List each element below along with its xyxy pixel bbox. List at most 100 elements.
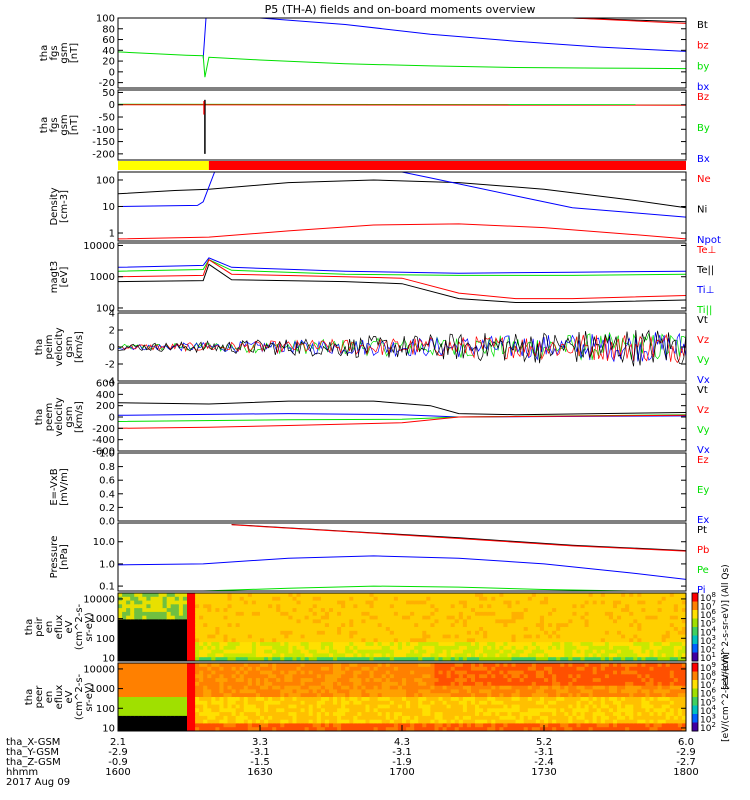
heatmap-cell: [426, 715, 431, 721]
legend-Vt: Vt: [697, 315, 708, 326]
heatmap-cell: [178, 678, 184, 683]
heatmap-cell: [503, 704, 509, 709]
heatmap-cell: [174, 704, 180, 709]
heatmap-cell: [134, 712, 139, 717]
heatmap-cell: [515, 604, 521, 609]
heatmap-cell: [223, 627, 229, 632]
heatmap-cell: [365, 674, 371, 679]
heatmap-cell: [150, 708, 156, 713]
heatmap-cell: [308, 678, 314, 683]
heatmap-cell: [572, 727, 578, 731]
heatmap-cell: [548, 645, 553, 651]
heatmap-cell: [495, 712, 500, 717]
heatmap-cell: [657, 600, 663, 605]
heatmap-cell: [527, 642, 533, 647]
heatmap-cell: [418, 670, 423, 675]
heatmap-cell: [491, 593, 496, 598]
heatmap-cell: [207, 649, 212, 655]
heatmap-cell: [154, 657, 160, 661]
heatmap-cell: [243, 642, 249, 647]
heatmap-cell: [361, 689, 367, 694]
y-tick-label: 1.0: [99, 559, 115, 570]
heatmap-cell: [641, 623, 647, 628]
heatmap-cell: [268, 600, 273, 605]
heatmap-cell: [235, 674, 241, 679]
heatmap-cell: [353, 630, 358, 636]
heatmap-cell: [499, 604, 505, 609]
heatmap-cell: [604, 715, 610, 721]
heatmap-cell: [576, 627, 582, 632]
heatmap-cell: [247, 723, 253, 728]
heatmap-cell: [613, 627, 618, 632]
heatmap-cell: [503, 719, 509, 725]
heatmap-cell: [475, 638, 480, 643]
heatmap-cell: [251, 615, 257, 621]
heatmap-cell: [126, 693, 131, 698]
heatmap-cell: [288, 604, 294, 609]
heatmap-cell: [673, 653, 679, 658]
heatmap-cell: [349, 689, 354, 694]
heatmap-cell: [414, 727, 419, 731]
heatmap-cell: [527, 666, 533, 672]
heatmap-cell: [215, 704, 221, 709]
heatmap-cell: [187, 657, 192, 661]
heatmap-cell: [255, 645, 261, 651]
heatmap-cell: [458, 630, 464, 636]
heatmap-cell: [548, 649, 553, 655]
heatmap-cell: [438, 611, 444, 617]
heatmap-cell: [523, 657, 529, 661]
heatmap-cell: [499, 693, 505, 698]
heatmap-cell: [535, 681, 541, 687]
heatmap-cell: [227, 719, 233, 725]
heatmap-cell: [268, 704, 273, 709]
heatmap-cell: [138, 649, 143, 655]
heatmap-cell: [122, 693, 127, 698]
heatmap-cell: [434, 611, 440, 617]
heatmap-cell: [458, 638, 464, 643]
heatmap-cell: [203, 700, 208, 706]
heatmap-cell: [539, 604, 545, 609]
heatmap-cell: [499, 685, 505, 691]
heatmap-cell: [304, 685, 310, 691]
heatmap-cell: [503, 611, 509, 617]
heatmap-cell: [272, 685, 277, 691]
heatmap-cell: [146, 623, 152, 628]
heatmap-cell: [649, 630, 655, 636]
heatmap-cell: [657, 627, 663, 632]
heatmap-cell: [333, 657, 338, 661]
heatmap-cell: [251, 619, 257, 624]
heatmap-cell: [337, 727, 342, 731]
heatmap-cell: [337, 708, 342, 713]
heatmap-cell: [406, 630, 411, 636]
heatmap-cell: [580, 604, 586, 609]
heatmap-cell: [548, 689, 553, 694]
heatmap-cell: [288, 700, 294, 706]
heatmap-cell: [296, 634, 302, 639]
heatmap-cell: [397, 663, 403, 668]
heatmap-cell: [422, 670, 427, 675]
heatmap-cell: [588, 689, 594, 694]
heatmap-cell: [178, 723, 184, 728]
heatmap-cell: [377, 593, 383, 598]
heatmap-cell: [369, 700, 375, 706]
y-tick-label: 10000: [83, 594, 115, 605]
heatmap-cell: [544, 600, 549, 605]
heatmap-cell: [130, 611, 135, 617]
heatmap-cell: [503, 615, 509, 621]
heatmap-cell: [223, 596, 229, 602]
heatmap-cell: [483, 611, 488, 617]
heatmap-cell: [426, 596, 431, 602]
heatmap-cell: [519, 704, 525, 709]
heatmap-cell: [227, 630, 233, 636]
heatmap-cell: [466, 619, 472, 624]
heatmap-cell: [284, 685, 289, 691]
heatmap-cell: [381, 604, 387, 609]
heatmap-cell: [462, 715, 468, 721]
heatmap-cell: [308, 700, 314, 706]
heatmap-cell: [487, 670, 492, 675]
heatmap-cell: [296, 708, 302, 713]
heatmap-cell: [515, 666, 521, 672]
heatmap-cell: [426, 708, 431, 713]
heatmap-cell: [158, 619, 164, 624]
heatmap-cell: [544, 674, 549, 679]
